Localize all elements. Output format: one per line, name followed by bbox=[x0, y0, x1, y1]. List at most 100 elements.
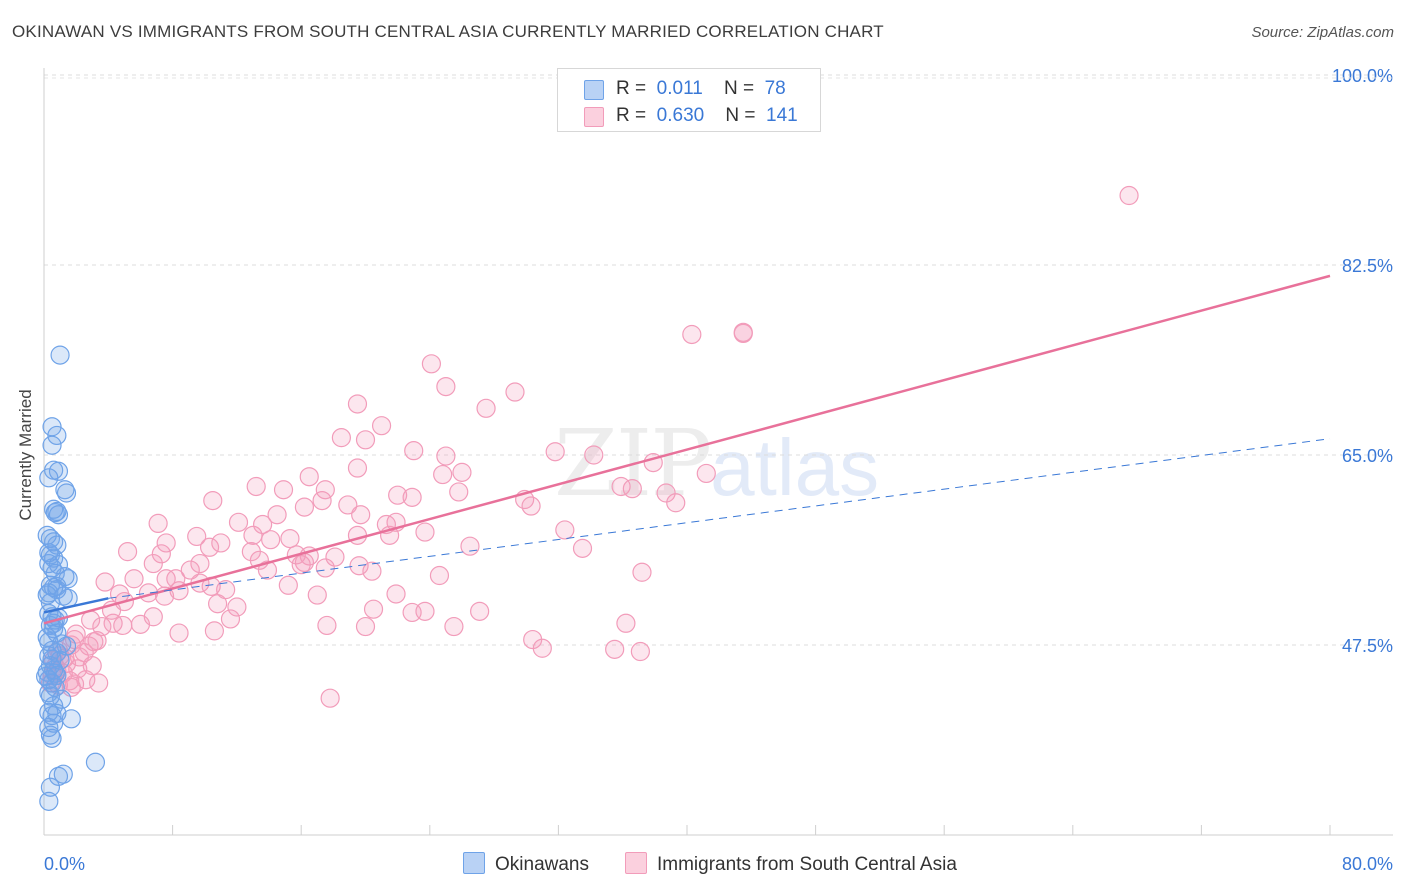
immigrant-point bbox=[532, 638, 552, 658]
bottom-legend-label-pink: Immigrants from South Central Asia bbox=[657, 854, 957, 875]
okinawan-point bbox=[39, 702, 59, 722]
okinawan-point bbox=[56, 483, 77, 503]
immigrant-point bbox=[74, 642, 94, 663]
legend-pink-r-value: 0.630 bbox=[656, 105, 705, 126]
legend-swatch-blue bbox=[584, 80, 604, 100]
immigrant-point bbox=[402, 487, 422, 507]
immigrant-point bbox=[555, 520, 575, 540]
immigrant-point bbox=[682, 324, 702, 345]
immigrant-point bbox=[632, 562, 652, 582]
okinawan-point bbox=[37, 627, 57, 648]
immigrant-point bbox=[371, 416, 392, 436]
immigrant-point bbox=[315, 480, 335, 500]
legend-pink-n-value: 141 bbox=[766, 105, 798, 126]
immigrant-point bbox=[243, 525, 263, 545]
immigrant-point bbox=[246, 476, 266, 497]
immigrant-point bbox=[278, 575, 298, 595]
immigrant-point bbox=[449, 482, 469, 502]
okinawan-point bbox=[85, 752, 106, 772]
immigrant-point bbox=[312, 491, 332, 511]
immigrant-point bbox=[433, 464, 453, 485]
immigrant-point bbox=[228, 512, 249, 532]
immigrant-point bbox=[452, 462, 472, 482]
immigrant-point bbox=[208, 594, 228, 614]
immigrant-point bbox=[199, 537, 220, 557]
immigrant-point bbox=[117, 542, 138, 562]
immigrant-point bbox=[95, 572, 115, 592]
immigrant-point bbox=[180, 560, 200, 580]
y-axis-label: Currently Married bbox=[16, 389, 35, 521]
immigrant-point bbox=[351, 505, 371, 525]
okinawan-point bbox=[40, 545, 61, 565]
y-tick-label: 65.0% bbox=[1342, 446, 1393, 466]
okinawan-point bbox=[39, 717, 59, 738]
immigrant-point bbox=[404, 441, 424, 461]
legend-pink-n-label: N = bbox=[725, 105, 756, 126]
immigrant-point bbox=[220, 609, 241, 629]
immigrant-point bbox=[76, 670, 96, 690]
okinawan-point bbox=[45, 502, 65, 523]
immigrant-point bbox=[656, 483, 676, 503]
okinawan-point bbox=[48, 461, 69, 481]
okinawan-point bbox=[50, 345, 70, 365]
immigrant-point bbox=[113, 615, 133, 636]
immigrant-point bbox=[444, 616, 464, 637]
immigrant-point bbox=[545, 442, 565, 462]
immigrant-point bbox=[130, 614, 151, 634]
immigrant-point bbox=[187, 526, 207, 547]
immigrant-point bbox=[505, 382, 525, 402]
okinawan-trend-line bbox=[43, 597, 109, 614]
okinawan-point bbox=[61, 709, 81, 729]
immigrant-point bbox=[436, 377, 456, 397]
immigrant-point bbox=[204, 621, 224, 641]
immigrant-point bbox=[143, 553, 163, 574]
immigrant-point bbox=[299, 467, 319, 487]
okinawan-point bbox=[42, 728, 62, 748]
immigrant-point bbox=[169, 623, 189, 643]
immigrant-point bbox=[156, 533, 176, 553]
legend-blue-r-value: 0.011 bbox=[656, 78, 703, 99]
immigrant-point bbox=[363, 599, 384, 619]
immigrant-point bbox=[294, 497, 315, 517]
correlation-legend: R = 0.011 N = 78 R = 0.630 N = 141 bbox=[557, 68, 821, 132]
okinawan-point bbox=[48, 505, 69, 525]
immigrant-point bbox=[605, 639, 625, 659]
immigrant-point bbox=[460, 536, 480, 556]
immigrant-point bbox=[696, 463, 716, 484]
okinawan-point bbox=[48, 766, 69, 786]
immigrant-point bbox=[436, 446, 456, 466]
immigrant-point bbox=[317, 615, 337, 636]
immigrant-point bbox=[227, 597, 247, 617]
okinawan-point bbox=[53, 764, 73, 784]
immigrant-point bbox=[92, 616, 112, 637]
immigrant-point bbox=[733, 323, 753, 343]
okinawan-point bbox=[39, 468, 59, 488]
legend-blue-n-value: 78 bbox=[764, 78, 786, 99]
chart-title: OKINAWAN VS IMMIGRANTS FROM SOUTH CENTRA… bbox=[12, 22, 884, 41]
immigrant-point bbox=[124, 569, 144, 589]
legend-pink-r-label: R = bbox=[616, 105, 647, 126]
immigrant-point bbox=[476, 398, 496, 418]
immigrant-point bbox=[616, 613, 636, 633]
okinawan-point bbox=[37, 525, 57, 545]
immigrant-point bbox=[257, 560, 278, 580]
bottom-legend-swatch-blue bbox=[463, 852, 485, 874]
bottom-legend-okinawans: Okinawans bbox=[463, 852, 589, 876]
okinawan-point bbox=[55, 480, 75, 500]
legend-blue-n-label: N = bbox=[723, 78, 755, 99]
immigrant-point bbox=[362, 561, 382, 581]
immigrant-point bbox=[521, 496, 541, 516]
immigrant-trend-line bbox=[43, 274, 1331, 625]
x-tick-label-max: 80.0% bbox=[1342, 854, 1393, 874]
okinawan-point bbox=[42, 705, 62, 726]
immigrant-point bbox=[315, 558, 335, 578]
okinawan-point bbox=[36, 666, 56, 687]
legend-blue-r-label: R = bbox=[616, 78, 647, 99]
x-tick-label-min: 0.0% bbox=[44, 854, 85, 874]
immigrant-point bbox=[148, 513, 168, 534]
immigrant-point bbox=[347, 458, 368, 478]
immigrant-point bbox=[421, 354, 442, 374]
immigrant-point bbox=[320, 688, 340, 708]
immigrant-point bbox=[1119, 185, 1139, 206]
